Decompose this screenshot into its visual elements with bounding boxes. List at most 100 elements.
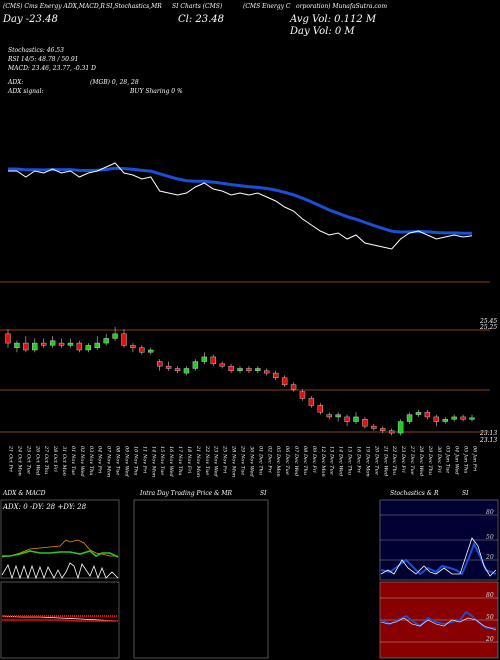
candle-down [460, 416, 466, 420]
rsi-line-white [380, 617, 497, 631]
candle-up [192, 361, 199, 369]
date-label: 29 Nov Tue [240, 445, 246, 475]
candle-down [219, 363, 225, 367]
candle-up [237, 368, 243, 371]
date-label: 25 Oct Tue [25, 445, 31, 474]
stoch-tick-80: 80 [486, 509, 494, 516]
candle-up [103, 338, 109, 344]
candle-down [433, 416, 440, 422]
intraday-panel [133, 499, 269, 659]
macd-value: MACD: 23.46, 23.77, -0.31 D [8, 65, 96, 72]
date-label: 18 Nov Fri [186, 446, 192, 474]
candle-up [67, 342, 74, 346]
moving-average-line [8, 166, 473, 235]
date-label: 30 Dec Fri [436, 446, 442, 473]
candle-up [49, 340, 56, 346]
candle-down [290, 384, 297, 390]
date-label: 12 Dec Mon [320, 446, 326, 477]
axis-label-top1: 25.45 [480, 318, 498, 325]
date-label: 28 Nov Mon [231, 445, 237, 477]
date-label: 08 Dec Thu [302, 446, 308, 475]
candle-down [210, 356, 216, 365]
candle-up [255, 368, 261, 371]
candle-down [58, 342, 65, 346]
candle-up [148, 349, 154, 353]
candle-down [308, 398, 315, 406]
axis-label-top2: 25.25 [480, 324, 498, 331]
candle-down [174, 368, 181, 371]
date-label: 22 Nov Tue [204, 445, 210, 475]
date-label: 22 Dec Thu [391, 445, 397, 475]
adx-panel [0, 499, 120, 579]
adx-values: ADX: 0 -DY: 28 +DY: 28 [3, 503, 87, 511]
rsi-line [380, 610, 496, 629]
intra-panel-title2: SI [260, 490, 267, 497]
moving-average-group [8, 162, 473, 250]
candle-down [264, 370, 270, 374]
date-label: 13 Dec Tue [329, 446, 335, 475]
date-label: 15 Dec Thu [347, 446, 353, 475]
candle-down [156, 361, 163, 367]
date-label: 15 Nov Tue [159, 446, 165, 475]
axis-label-bot2: 23.13 [480, 437, 498, 444]
candle-down [326, 414, 332, 418]
candle-down [130, 345, 136, 348]
close-price: Cl: 23.48 [178, 14, 225, 25]
date-label: 21 Oct Fri [8, 445, 14, 472]
candle-up [183, 368, 190, 374]
date-label: 10 Nov Thu [132, 446, 138, 476]
rsi-tick-20: 20 [486, 636, 494, 643]
candle-up [406, 414, 413, 422]
candle-down [23, 342, 29, 351]
avg-volume: Avg Vol: 0.112 M [290, 14, 377, 25]
date-label: 30 Nov Wed [248, 446, 254, 477]
date-label: 02 Nov Wed [79, 446, 85, 477]
date-label: 02 Dec Fri [266, 446, 272, 473]
candle-up [14, 342, 20, 348]
macd-signal-line [2, 619, 118, 622]
date-label: 03 Nov Thu [88, 446, 94, 476]
candle-up [442, 419, 448, 422]
date-label: 21 Dec Wed [382, 445, 388, 476]
header-line1d: (CMS Energy C [243, 3, 291, 10]
grid-lines [0, 281, 490, 433]
date-label: 05 Dec Mon [275, 446, 281, 477]
date-label: 07 Nov Mon [106, 446, 112, 477]
date-label: 03 Jan Tue [445, 446, 451, 473]
header-line1e: orporation) MunafaSutra.com [296, 3, 388, 10]
axis-label-bot1: 23.13 [480, 430, 498, 437]
adx-line [1, 562, 119, 580]
date-label: 21 Nov Mon [195, 445, 201, 477]
candle-up [397, 421, 404, 434]
stoch-panel-title2: SI [462, 490, 469, 497]
candle-up [112, 333, 118, 339]
header-line1c: SI Charts (CMS) [172, 3, 223, 10]
candle-down [344, 416, 350, 422]
date-label: 09 Nov Wed [124, 446, 130, 477]
intra-panel-title: Intra Day Trading Price & MR [140, 490, 233, 497]
candle-down [299, 391, 306, 399]
date-label: 07 Dec Wed [293, 446, 299, 476]
header-line1b: SI,Stochastics,MR [106, 3, 162, 10]
stochastics-value: Stochastics: 46.53 [8, 47, 64, 54]
rsi-tick-80: 80 [486, 592, 494, 599]
date-label: 09 Dec Fri [311, 446, 317, 473]
date-labels: 21 Oct Fri 24 Oct Mon 25 Oct Tue 26 Oct Wed… [8, 445, 478, 477]
date-label: 06 Jan Fri [472, 446, 478, 472]
date-label: 01 Dec Thu [257, 446, 263, 475]
date-label: 16 Nov Wed [168, 446, 174, 477]
date-label: 26 Oct Wed [34, 445, 40, 475]
date-label: 27 Dec Tue [409, 445, 415, 475]
day-change: Day -23.48 [3, 14, 58, 25]
adx-pdy-line [2, 550, 119, 558]
date-label: 28 Oct Fri [52, 445, 58, 472]
adx-dy-line [1, 539, 118, 558]
buy-signal: BUY Sharing 0 % [130, 88, 183, 95]
candle-down [281, 377, 288, 385]
date-label: 04 Nov Fri [97, 446, 103, 474]
candle-down [76, 342, 83, 351]
mgb-value: (MGB) 0, 28, 28 [90, 79, 139, 86]
rsi-tick-50: 50 [486, 614, 494, 621]
date-label: 11 Nov Fri [141, 446, 147, 474]
